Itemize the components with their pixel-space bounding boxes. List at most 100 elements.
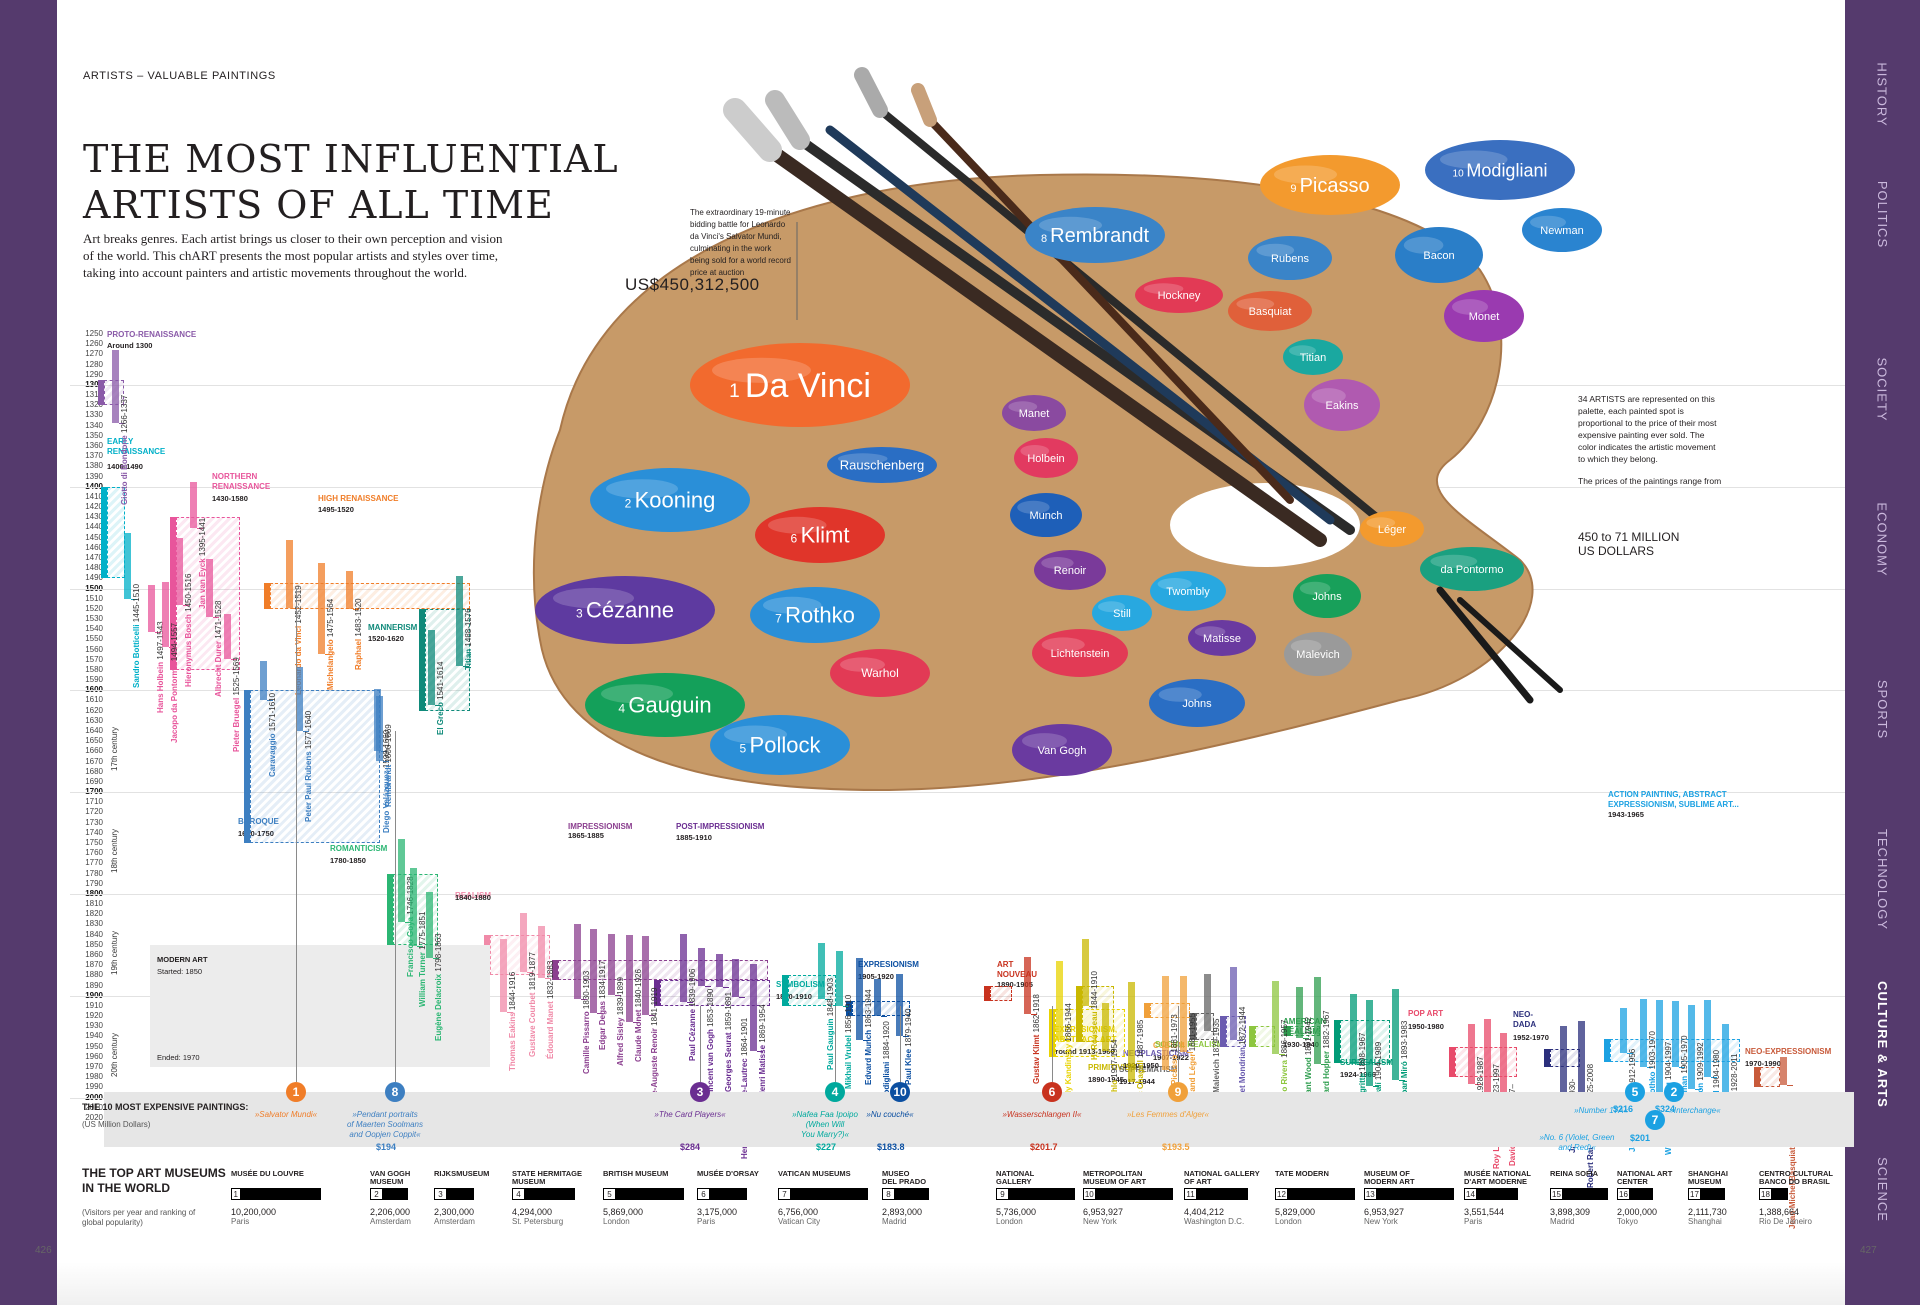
movement-label: POST-IMPRESSIONISM xyxy=(676,822,765,831)
movement-dates: 1400-1490 xyxy=(107,462,143,471)
artist-lifespan-bar xyxy=(1640,998,1647,1067)
museum-rank-row: 1 xyxy=(231,1188,321,1200)
museum-rank-row: 17 xyxy=(1688,1188,1778,1200)
artist-lifespan-bar xyxy=(590,928,597,1013)
paint-highlight xyxy=(763,596,822,614)
movement-dates: 1907-1922 xyxy=(1153,1053,1189,1062)
museum-visitors: 5,736,000 xyxy=(996,1207,1037,1217)
painting-rank-badge: 4 xyxy=(825,1082,845,1102)
artist-lifespan-bar xyxy=(410,868,417,946)
paint-spot-label: 3 Cézanne xyxy=(576,598,674,623)
paint-spot-renoir: Renoir xyxy=(1034,550,1106,590)
artist-label: Peter Paul Rubens 1577-1640 xyxy=(304,711,313,822)
paint-spot-label: Warhol xyxy=(861,666,899,680)
painting-price: $227 xyxy=(816,1142,837,1152)
painting-title: »Wasserschlangen II« xyxy=(1002,1110,1082,1119)
artist-lifespan-bar xyxy=(286,539,293,608)
artist-dates: 1907-1954 xyxy=(1110,1039,1119,1079)
museum-name: BRITISH MUSEUM xyxy=(603,1169,669,1178)
paint-highlight xyxy=(1274,165,1337,184)
artist-name: Thomas Eakins xyxy=(508,1012,517,1072)
museum-rank: 8 xyxy=(882,1188,895,1200)
artist-dates: 1879-1935 xyxy=(1212,1018,1221,1057)
year-tick-label: 1890 xyxy=(85,980,103,990)
museum-visitors: 4,294,000 xyxy=(512,1207,553,1217)
museum-city: Paris xyxy=(1464,1217,1483,1226)
museum-visitors: 5,869,000 xyxy=(603,1207,644,1217)
museum-entry: VAN GOGH MUSEUM 2 2,206,000 Amsterdam xyxy=(370,1170,460,1226)
era-label: Started: 1850 xyxy=(157,966,203,976)
artist-label: Hieronymus Bosch 1450-1516 xyxy=(184,574,193,687)
artist-end-tick xyxy=(825,998,831,1000)
movement-span xyxy=(990,985,1012,1001)
artist-end-tick xyxy=(131,598,137,600)
artist-name: Raphael xyxy=(354,639,363,671)
artist-label: Joan Miró 1893-1983 xyxy=(1400,1021,1409,1099)
year-tick-label: 1690 xyxy=(85,776,103,786)
museum-rank-row: 12 xyxy=(1275,1188,1365,1200)
paint-blob-icon xyxy=(1395,227,1483,283)
museum-city: Tokyo xyxy=(1617,1217,1638,1226)
paint-spot-label: Malevich xyxy=(1296,649,1339,661)
museum-city: New York xyxy=(1083,1217,1117,1226)
artist-dates: 1839-1899 xyxy=(616,977,625,1016)
artist-end-tick xyxy=(433,958,439,960)
museum-visitors-bar xyxy=(383,1188,408,1200)
movement-dates: Around 1300 xyxy=(107,341,153,350)
museum-visitors: 1,388,664 xyxy=(1759,1207,1800,1217)
artist-end-tick xyxy=(1711,1077,1717,1079)
movement-marker xyxy=(170,517,176,670)
paint-blob-icon xyxy=(1360,511,1424,547)
year-tick-label: 1920 xyxy=(85,1011,103,1021)
artist-lifespan-bar xyxy=(426,891,433,959)
year-tick-label: 1830 xyxy=(85,919,103,929)
paint-spot-label: Manet xyxy=(1019,408,1050,420)
paint-blob-icon xyxy=(1014,438,1078,478)
artist-lifespan-bar xyxy=(206,558,213,617)
movement-dates: 1920-1950 xyxy=(1123,1061,1159,1070)
artist-lifespan-bar xyxy=(836,950,843,1006)
artist-end-tick xyxy=(213,617,219,618)
year-tick-label: 1740 xyxy=(85,827,103,837)
movement-label: MANNERISM xyxy=(368,623,418,632)
artist-end-tick xyxy=(1031,1014,1037,1016)
artist-end-tick xyxy=(597,1013,603,1014)
museum-visitors: 4,404,212 xyxy=(1184,1207,1225,1217)
artist-lifespan-bar xyxy=(1102,1002,1109,1051)
artist-dates: 1844-1916 xyxy=(508,972,517,1011)
movement-marker xyxy=(1076,985,1082,1042)
artist-dates: 1266-1337 xyxy=(120,395,129,434)
paint-highlight xyxy=(1452,299,1488,315)
museum-visitors-bar xyxy=(1288,1188,1355,1200)
movement-marker xyxy=(1604,1039,1610,1062)
artist-sep xyxy=(132,622,141,624)
year-tick-label: 1330 xyxy=(85,410,103,420)
artist-label: Paul Cézanne 1839-1906 xyxy=(688,968,697,1061)
paint-highlight xyxy=(768,516,827,534)
year-tick-label: 1260 xyxy=(85,339,103,349)
artist-dates: 1848-1903 xyxy=(826,977,835,1017)
paint-highlight xyxy=(712,357,811,383)
movement-marker xyxy=(244,690,250,843)
movement-marker xyxy=(1220,1016,1226,1047)
artist-label: Édouard Manet 1832-1883 xyxy=(546,961,555,1059)
museum-name: MUSEO DEL PRADO xyxy=(882,1169,927,1186)
year-tick-label: 1900 xyxy=(73,991,103,1000)
artist-end-tick xyxy=(723,986,729,988)
artist-lifespan-bar xyxy=(124,532,131,599)
museum-rank-row: 4 xyxy=(512,1188,602,1200)
artist-name: El Greco xyxy=(436,702,445,736)
year-tick-label: 1850 xyxy=(85,939,103,949)
museum-rank: 1 xyxy=(231,1188,241,1200)
museum-rank: 12 xyxy=(1275,1188,1288,1200)
artist-label: Raphael 1483-1520 xyxy=(354,599,363,671)
movement-label: NORTHERN RENAISSANCE xyxy=(212,472,271,491)
artist-label: Georges Seurat 1859-1891 xyxy=(724,992,733,1092)
paint-highlight xyxy=(1256,243,1295,257)
artist-label: Pieter Bruegel 1525-1569 xyxy=(232,658,241,753)
artist-end-tick xyxy=(231,658,237,660)
artist-lifespan-bar xyxy=(1688,1004,1695,1090)
artist-end-tick xyxy=(1475,1084,1481,1086)
artist-label: Eugène Delacroix 1798-1863 xyxy=(434,934,443,1042)
artist-lifespan-bar xyxy=(296,666,303,731)
